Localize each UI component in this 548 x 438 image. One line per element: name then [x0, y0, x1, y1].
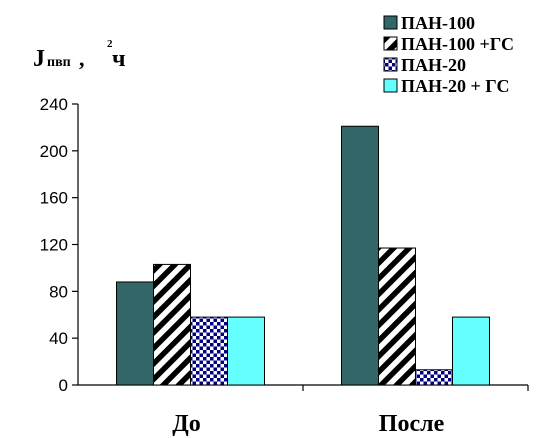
bar-2-posle — [378, 247, 416, 386]
y-tick-label: 200 — [40, 142, 68, 161]
y-axis-label-comma: , — [79, 46, 85, 71]
x-category-label: До — [172, 411, 201, 437]
y-tick-label: 240 — [40, 95, 68, 114]
bar-4-posle — [452, 316, 490, 386]
legend-label: ПАН-20 — [401, 55, 466, 75]
bar-1-posle — [341, 125, 379, 386]
bar-2-do — [153, 263, 191, 386]
y-axis-label-main: J — [33, 46, 45, 72]
bar-1-do — [116, 281, 154, 386]
x-category-label: После — [379, 411, 445, 437]
legend-swatch — [383, 78, 398, 93]
legend-label: ПАН-20 + ГС — [401, 76, 509, 96]
y-axis-label-superscript: 2 — [107, 38, 113, 50]
y-tick-label: 160 — [40, 189, 68, 208]
bar-3-posle — [415, 369, 453, 386]
y-tick-label: 120 — [40, 236, 68, 255]
legend-swatch — [383, 36, 398, 51]
y-tick-labels: 0 40 80 120 160 200 240 — [40, 95, 68, 395]
bar-3-do — [190, 316, 228, 386]
x-category-labels: До После — [172, 411, 444, 437]
legend-label: ПАН-100 +ГС — [401, 34, 514, 54]
y-axis-label: J пвп , 2 ч — [33, 38, 126, 72]
y-axis-label-subscript: пвп — [47, 55, 71, 70]
legend-swatch — [383, 15, 398, 30]
y-axis-label-unit: ч — [112, 46, 126, 72]
legend-label: ПАН-100 — [401, 13, 475, 33]
y-tick-label: 0 — [59, 376, 68, 395]
y-tick-label: 40 — [49, 329, 68, 348]
bars — [116, 125, 490, 386]
bar-4-do — [227, 316, 265, 386]
y-tick-label: 80 — [49, 282, 68, 301]
legend-swatch — [383, 57, 398, 72]
